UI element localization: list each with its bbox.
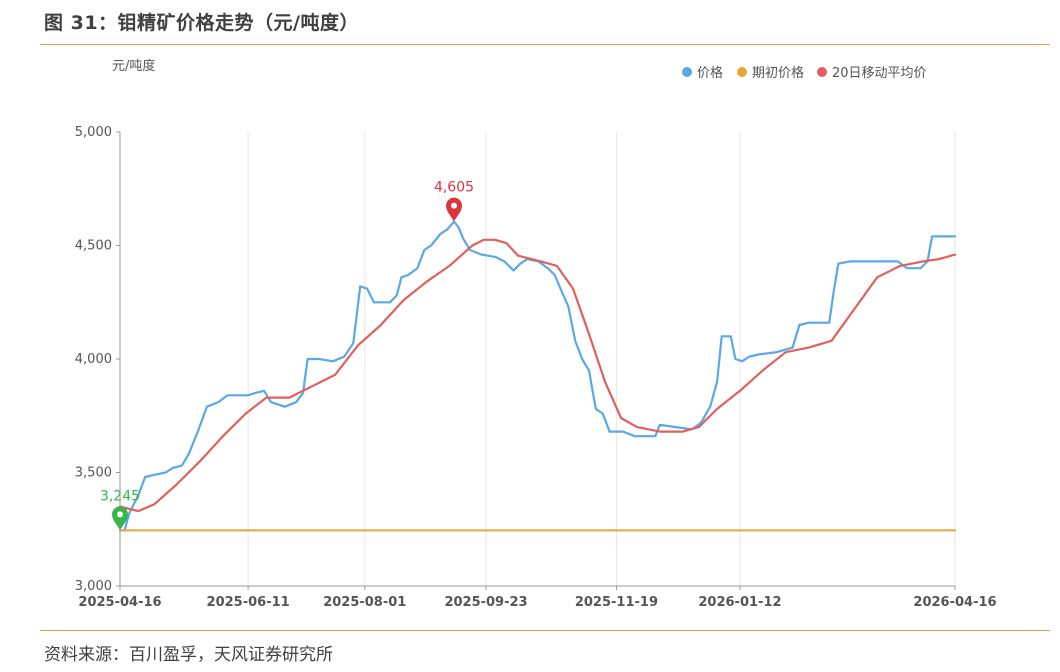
- y-tick-label-4000: 4,000: [75, 352, 112, 367]
- annotations: 3,245 4,605: [100, 180, 474, 531]
- annotation-1: 4,605: [434, 180, 474, 222]
- y-tick-label-5000: 5,000: [75, 125, 112, 140]
- annotation-label-1: 4,605: [434, 180, 474, 196]
- annotation-pin-dot-0: [117, 511, 123, 518]
- x-tick-label-2026-01-12: 2026-01-12: [698, 595, 781, 610]
- price-trend-chart: 3,000 3,500 4,000 4,500 5,000 2025-04-16 2025-…: [75, 58, 997, 610]
- footer-rule: [40, 630, 1050, 631]
- series-lines: [118, 220, 957, 532]
- y-tick-label-3000: 3,000: [75, 579, 112, 594]
- series-line-price: [118, 220, 957, 532]
- legend: 价格 期初价格 20日移动平均价: [682, 65, 927, 81]
- x-tick-label-2025-09-23: 2025-09-23: [444, 595, 527, 610]
- title-rule: [40, 44, 1050, 45]
- annotation-pin-dot-1: [451, 202, 457, 209]
- y-axis-unit-label: 元/吨度: [112, 58, 155, 74]
- grid-lines: [247, 132, 956, 586]
- annotation-pin-1: [446, 197, 462, 222]
- x-tick-label-2025-04-16: 2025-04-16: [78, 595, 161, 610]
- legend-label-ma20: 20日移动平均价: [832, 66, 927, 81]
- y-tick-label-3500: 3,500: [75, 466, 112, 481]
- legend-marker-ma20: [817, 67, 827, 77]
- series-line-ma20: [118, 238, 957, 513]
- x-tick-label-2025-11-19: 2025-11-19: [575, 595, 658, 610]
- legend-label-initial: 期初价格: [752, 65, 804, 81]
- source-note: 资料来源：百川盈孚，天风证券研究所: [44, 645, 333, 665]
- figure-title: 图 31：钼精矿价格走势（元/吨度）: [44, 12, 359, 34]
- x-tick-label-2025-08-01: 2025-08-01: [323, 595, 406, 610]
- annotation-pin-0: [112, 506, 128, 531]
- legend-marker-initial: [737, 67, 747, 77]
- annotation-0: 3,245: [100, 488, 140, 531]
- legend-label-price: 价格: [697, 65, 723, 81]
- axes: 3,000 3,500 4,000 4,500 5,000 2025-04-16 2025-…: [75, 125, 997, 610]
- x-tick-label-2026-04-16: 2026-04-16: [913, 595, 996, 610]
- legend-marker-price: [682, 67, 692, 77]
- y-tick-label-4500: 4,500: [75, 239, 112, 254]
- annotation-label-0: 3,245: [100, 488, 140, 504]
- x-tick-label-2025-06-11: 2025-06-11: [207, 595, 290, 610]
